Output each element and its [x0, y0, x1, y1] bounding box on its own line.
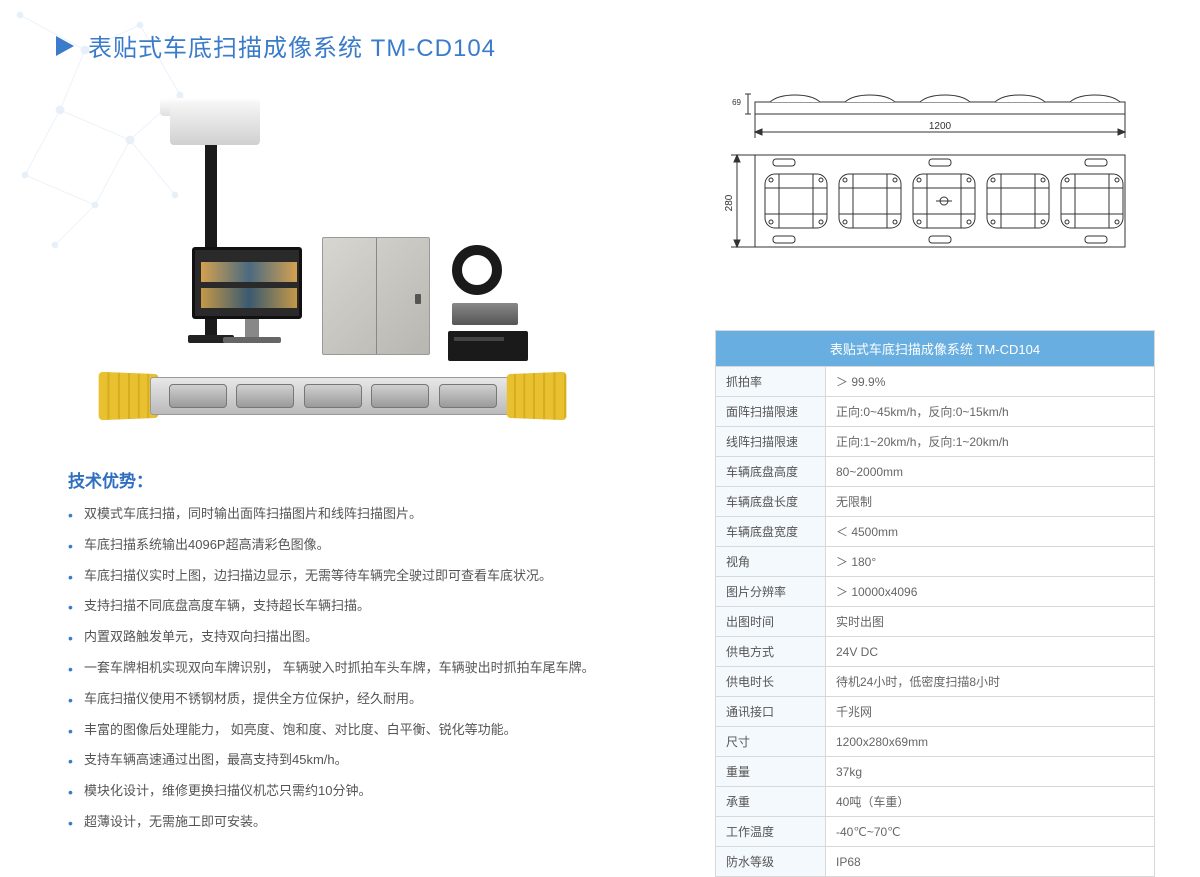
- spec-value: 24V DC: [826, 637, 1155, 667]
- triangle-bullet-icon: [56, 36, 74, 56]
- feature-item: 丰富的图像后处理能力， 如亮度、饱和度、对比度、白平衡、锐化等功能。: [68, 720, 668, 741]
- feature-item: 一套车牌相机实现双向车牌识别， 车辆驶入时抓拍车头车牌，车辆驶出时抓拍车尾车牌。: [68, 658, 668, 679]
- cable-illustration: [452, 245, 502, 295]
- spec-row: 重量37kg: [716, 757, 1155, 787]
- svg-text:1200: 1200: [929, 121, 952, 132]
- spec-value: 80~2000mm: [826, 457, 1155, 487]
- svg-text:280: 280: [724, 194, 735, 211]
- spec-value: 37kg: [826, 757, 1155, 787]
- spec-value: 1200x280x69mm: [826, 727, 1155, 757]
- spec-row: 视角＞ 180°: [716, 547, 1155, 577]
- spec-label: 面阵扫描限速: [716, 397, 826, 427]
- spec-row: 车辆底盘宽度＜ 4500mm: [716, 517, 1155, 547]
- feature-item: 支持扫描不同底盘高度车辆，支持超长车辆扫描。: [68, 596, 668, 617]
- feature-item: 内置双路触发单元，支持双向扫描出图。: [68, 627, 668, 648]
- spec-label: 重量: [716, 757, 826, 787]
- spec-value: -40℃~70℃: [826, 817, 1155, 847]
- features-heading: 技术优势：: [68, 467, 668, 492]
- spec-value: ＞ 99.9%: [826, 367, 1155, 397]
- spec-value: 正向:0~45km/h，反向:0~15km/h: [826, 397, 1155, 427]
- feature-item: 模块化设计，维修更换扫描仪机芯只需约10分钟。: [68, 781, 668, 802]
- feature-item: 车底扫描仪实时上图，边扫描边显示，无需等待车辆完全驶过即可查看车底状况。: [68, 566, 668, 587]
- scanner-plate-illustration: [100, 369, 565, 423]
- product-photo: [100, 95, 590, 435]
- page-header: 表贴式车底扫描成像系统 TM-CD104: [56, 28, 496, 63]
- spec-label: 尺寸: [716, 727, 826, 757]
- features-list: 双模式车底扫描，同时输出面阵扫描图片和线阵扫描图片。车底扫描系统输出4096P超…: [68, 504, 668, 833]
- spec-label: 出图时间: [716, 607, 826, 637]
- spec-row: 工作温度-40℃~70℃: [716, 817, 1155, 847]
- spec-label: 防水等级: [716, 847, 826, 877]
- spec-value: 实时出图: [826, 607, 1155, 637]
- spec-value: 千兆网: [826, 697, 1155, 727]
- spec-value: IP68: [826, 847, 1155, 877]
- spec-label: 供电方式: [716, 637, 826, 667]
- spec-value: ＜ 4500mm: [826, 517, 1155, 547]
- spec-row: 承重40吨（车重）: [716, 787, 1155, 817]
- spec-row: 供电方式24V DC: [716, 637, 1155, 667]
- spec-row: 抓拍率＞ 99.9%: [716, 367, 1155, 397]
- device-small-illustration: [452, 303, 518, 325]
- spec-row: 线阵扫描限速正向:1~20km/h，反向:1~20km/h: [716, 427, 1155, 457]
- feature-item: 超薄设计，无需施工即可安装。: [68, 812, 668, 833]
- spec-label: 供电时长: [716, 667, 826, 697]
- spec-label: 车辆底盘宽度: [716, 517, 826, 547]
- spec-value: 待机24小时，低密度扫描8小时: [826, 667, 1155, 697]
- spec-value: 无限制: [826, 487, 1155, 517]
- spec-row: 供电时长待机24小时，低密度扫描8小时: [716, 667, 1155, 697]
- spec-row: 防水等级IP68: [716, 847, 1155, 877]
- feature-item: 支持车辆高速通过出图，最高支持到45km/h。: [68, 750, 668, 771]
- spec-row: 车辆底盘长度无限制: [716, 487, 1155, 517]
- page-title: 表贴式车底扫描成像系统 TM-CD104: [88, 28, 496, 63]
- spec-label: 通讯接口: [716, 697, 826, 727]
- spec-label: 车辆底盘高度: [716, 457, 826, 487]
- spec-label: 抓拍率: [716, 367, 826, 397]
- features-section: 技术优势： 双模式车底扫描，同时输出面阵扫描图片和线阵扫描图片。车底扫描系统输出…: [68, 467, 668, 843]
- spec-label: 图片分辨率: [716, 577, 826, 607]
- spec-table: 表贴式车底扫描成像系统 TM-CD104 抓拍率＞ 99.9%面阵扫描限速正向:…: [715, 330, 1155, 877]
- spec-row: 通讯接口千兆网: [716, 697, 1155, 727]
- spec-row: 车辆底盘高度80~2000mm: [716, 457, 1155, 487]
- spec-value: 正向:1~20km/h，反向:1~20km/h: [826, 427, 1155, 457]
- spec-row: 图片分辨率＞ 10000x4096: [716, 577, 1155, 607]
- spec-row: 出图时间实时出图: [716, 607, 1155, 637]
- feature-item: 车底扫描仪使用不锈钢材质，提供全方位保护，经久耐用。: [68, 689, 668, 710]
- spec-label: 工作温度: [716, 817, 826, 847]
- spec-table-title: 表贴式车底扫描成像系统 TM-CD104: [716, 331, 1155, 367]
- device-nvr-illustration: [448, 331, 528, 361]
- spec-row: 尺寸1200x280x69mm: [716, 727, 1155, 757]
- monitor-illustration: [192, 247, 312, 347]
- technical-drawing: 69 1200: [715, 90, 1155, 275]
- spec-row: 面阵扫描限速正向:0~45km/h，反向:0~15km/h: [716, 397, 1155, 427]
- spec-value: 40吨（车重）: [826, 787, 1155, 817]
- spec-label: 车辆底盘长度: [716, 487, 826, 517]
- spec-label: 承重: [716, 787, 826, 817]
- control-box-illustration: [322, 237, 430, 355]
- spec-value: ＞ 180°: [826, 547, 1155, 577]
- spec-label: 线阵扫描限速: [716, 427, 826, 457]
- feature-item: 车底扫描系统输出4096P超高清彩色图像。: [68, 535, 668, 556]
- feature-item: 双模式车底扫描，同时输出面阵扫描图片和线阵扫描图片。: [68, 504, 668, 525]
- spec-label: 视角: [716, 547, 826, 577]
- svg-text:69: 69: [732, 98, 741, 107]
- spec-value: ＞ 10000x4096: [826, 577, 1155, 607]
